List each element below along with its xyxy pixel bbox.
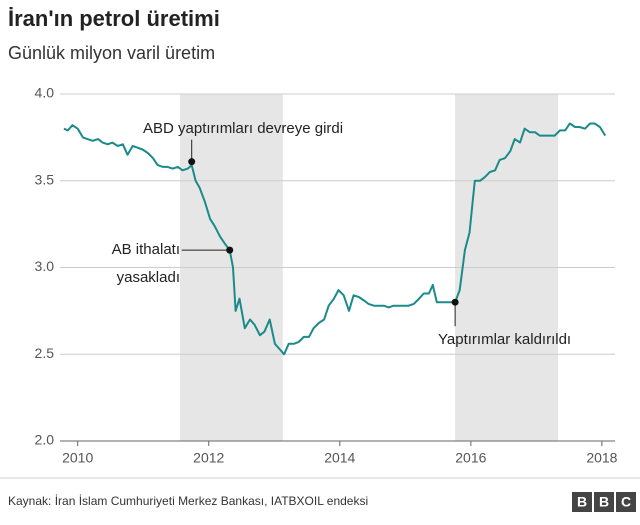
annotation-text: ABD yaptırımları devreye girdi xyxy=(143,120,343,137)
x-tick-label: 2014 xyxy=(324,450,355,466)
y-tick-label: 4.0 xyxy=(35,85,55,101)
y-tick-label: 3.0 xyxy=(35,258,55,274)
source: Kaynak: İran İslam Cumhuriyeti Merkez Ba… xyxy=(8,494,368,508)
x-tick-label: 2012 xyxy=(193,450,224,466)
annotation-point xyxy=(451,298,459,306)
x-tick-label: 2010 xyxy=(62,450,93,466)
line xyxy=(63,122,607,356)
annotation-text: Yaptırımlar kaldırıldı xyxy=(438,331,571,348)
chart-title: İran'ın petrol üretimi xyxy=(8,6,220,31)
logo-letter: B xyxy=(599,494,609,510)
logo-box xyxy=(594,492,614,512)
logo-letter: C xyxy=(621,494,631,510)
x-tick-label: 2018 xyxy=(586,450,617,466)
annotation-text: AB ithalatı xyxy=(112,241,180,258)
y-tick-label: 2.5 xyxy=(35,345,55,361)
chart-subtitle: Günlük milyon varil üretim xyxy=(8,43,215,63)
logo-letter: B xyxy=(577,494,587,510)
logo-box xyxy=(616,492,636,512)
y-tick-label: 3.5 xyxy=(35,171,55,187)
logo-box xyxy=(572,492,592,512)
x-tick-label: 2016 xyxy=(455,450,486,466)
annotation-point xyxy=(188,158,196,166)
y-tick-label: 2.0 xyxy=(35,432,55,448)
annotation-text: yasakladı xyxy=(117,269,180,286)
annotation-point xyxy=(226,246,234,254)
